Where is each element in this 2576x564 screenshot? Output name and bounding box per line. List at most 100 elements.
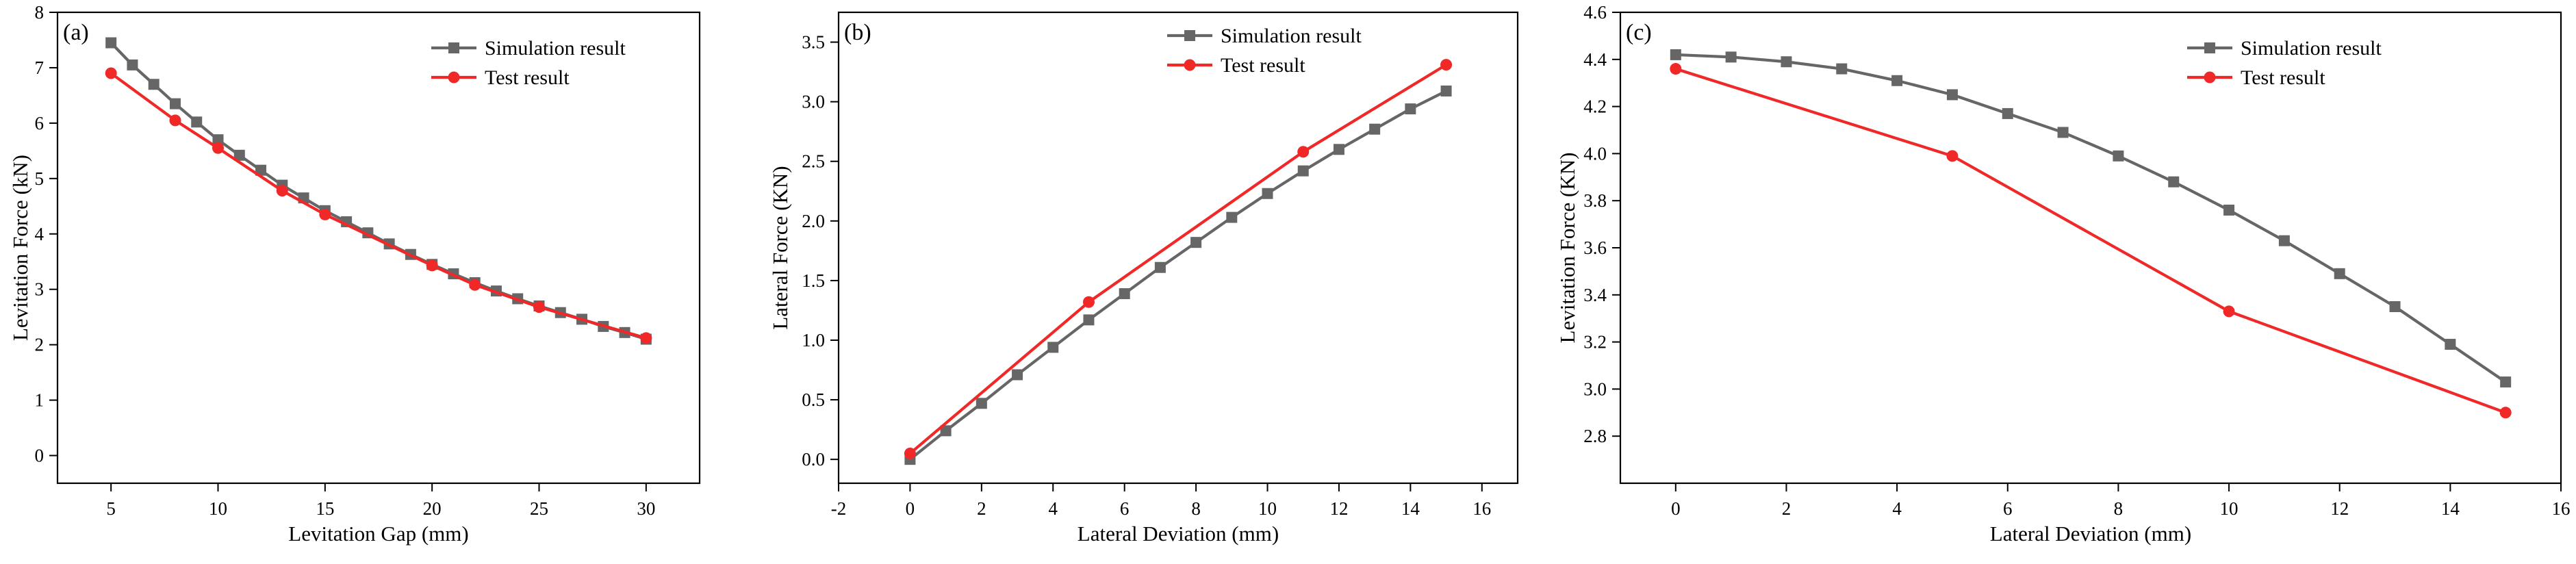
y-tick-label: 3.6	[1583, 238, 1607, 258]
data-point-square	[1154, 261, 1166, 273]
data-point-square	[148, 79, 160, 90]
y-tick-label: 3.8	[1583, 190, 1607, 211]
x-tick-label: 12	[2330, 498, 2349, 519]
data-point-square	[2002, 107, 2013, 119]
data-point-square	[1226, 212, 1238, 223]
plot-frame	[1619, 11, 2562, 485]
data-point-square	[233, 149, 245, 161]
y-tick-label: 2.5	[802, 151, 825, 172]
data-point-square	[2389, 301, 2401, 312]
chart-panel-2: 0 2 4 6 8 10 12 14 16 2.8 3.0 3.2 3.4 3.6 3.8 4.0 4.2 4.4…	[1555, 2, 2571, 546]
y-tick-label: 0.0	[802, 449, 825, 470]
data-point-circle	[105, 67, 117, 79]
y-axis-label: Levitation Force (KN)	[1555, 153, 1579, 344]
y-tick-label: 4.4	[1583, 49, 1607, 70]
data-point-square	[1670, 49, 1681, 60]
x-tick-label: 10	[209, 498, 227, 519]
chart-panel-1: -2 0 2 4 6 8 10 12 14 16 0.0 0.5 1.0 1.5 2.0 2.5 3.0 3.5 L…	[768, 11, 1519, 546]
x-tick-label: 16	[2552, 498, 2571, 519]
y-tick-label: 3.5	[802, 32, 825, 53]
x-tick-label: 4	[1892, 498, 1902, 519]
data-point-circle	[1297, 146, 1310, 158]
y-tick-label: 2.0	[802, 211, 825, 231]
legend-label: Test result	[485, 66, 570, 89]
series-line-1	[1675, 67, 2506, 414]
legend-label: Simulation result	[1221, 25, 1362, 47]
legend-marker-square	[448, 42, 459, 53]
data-point-square	[1891, 75, 1903, 86]
data-point-square	[2278, 235, 2290, 246]
data-point-circle	[319, 208, 331, 220]
plot-frame	[837, 11, 1519, 485]
data-point-square	[1083, 314, 1095, 326]
x-tick-label: 15	[316, 498, 334, 519]
data-point-circle	[2499, 407, 2512, 419]
legend-marker-circle	[1184, 59, 1196, 71]
panel-label: (b)	[844, 20, 871, 45]
x-tick-label: -2	[831, 498, 847, 519]
data-point-square	[2057, 127, 2069, 138]
y-tick-label: 7	[35, 57, 44, 78]
legend-marker-circle	[448, 71, 460, 84]
y-tick-label: 3	[35, 279, 44, 300]
y-tick-label: 1.0	[802, 330, 825, 350]
data-point-square	[1047, 342, 1059, 353]
y-axis-label: Levitation Force (kN)	[8, 155, 32, 341]
x-tick-label: 16	[1472, 498, 1491, 519]
data-point-square	[1190, 237, 1202, 248]
series-line-1	[110, 72, 647, 339]
data-point-square	[1012, 369, 1023, 381]
data-point-square	[2168, 176, 2180, 188]
x-tick-label: 6	[2003, 498, 2013, 519]
data-point-circle	[640, 332, 652, 344]
plot-frame	[56, 11, 701, 485]
x-tick-label: 14	[1401, 498, 1420, 519]
y-tick-label: 1.5	[802, 270, 825, 291]
y-tick-label: 4.2	[1583, 97, 1607, 117]
data-point-circle	[1082, 296, 1095, 308]
x-axis-label: Lateral Deviation (mm)	[1077, 522, 1279, 546]
panel-label: (c)	[1626, 20, 1652, 45]
data-point-square	[2223, 204, 2235, 216]
x-axis-label: Levitation Gap (mm)	[288, 522, 468, 546]
data-point-square	[1440, 85, 1452, 97]
data-point-square	[212, 134, 224, 146]
series-line-0	[1675, 53, 2507, 383]
x-tick-label: 0	[906, 498, 915, 519]
panel-label: (a)	[63, 20, 89, 45]
data-point-square	[1262, 188, 1273, 199]
data-point-square	[1119, 288, 1130, 300]
legend-label: Test result	[2241, 66, 2325, 89]
data-point-circle	[426, 259, 438, 272]
data-point-square	[169, 98, 181, 110]
data-point-square	[1781, 56, 1792, 68]
data-point-circle	[533, 301, 545, 313]
y-tick-label: 4.0	[1583, 143, 1607, 164]
y-tick-label: 2	[35, 335, 44, 355]
data-point-circle	[276, 185, 288, 197]
data-point-circle	[1440, 59, 1453, 71]
x-tick-label: 8	[1191, 498, 1201, 519]
x-axis-label: Lateral Deviation (mm)	[1990, 522, 2191, 546]
y-tick-label: 0	[35, 446, 44, 466]
x-tick-label: 10	[2220, 498, 2239, 519]
data-point-square	[2113, 150, 2124, 162]
x-tick-label: 0	[1671, 498, 1681, 519]
data-point-square	[2445, 339, 2456, 350]
data-point-square	[2500, 376, 2512, 388]
x-tick-label: 10	[1258, 498, 1277, 519]
x-tick-label: 2	[977, 498, 986, 519]
legend-label: Simulation result	[2241, 37, 2382, 60]
y-tick-label: 3.0	[802, 92, 825, 112]
data-point-square	[191, 116, 203, 128]
y-tick-label: 8	[35, 2, 44, 23]
data-point-square	[1405, 103, 1416, 115]
y-tick-label: 5	[35, 168, 44, 189]
x-tick-label: 12	[1329, 498, 1348, 519]
data-point-circle	[904, 447, 916, 459]
y-tick-label: 1	[35, 390, 44, 411]
data-point-square	[1297, 165, 1309, 177]
chart-panel-0: 5 10 15 20 25 30 0 1 2 3 4 5 6 7 8 Levitation Gap (mm) L…	[8, 2, 701, 546]
data-point-square	[1333, 144, 1344, 155]
data-point-circle	[169, 114, 181, 127]
